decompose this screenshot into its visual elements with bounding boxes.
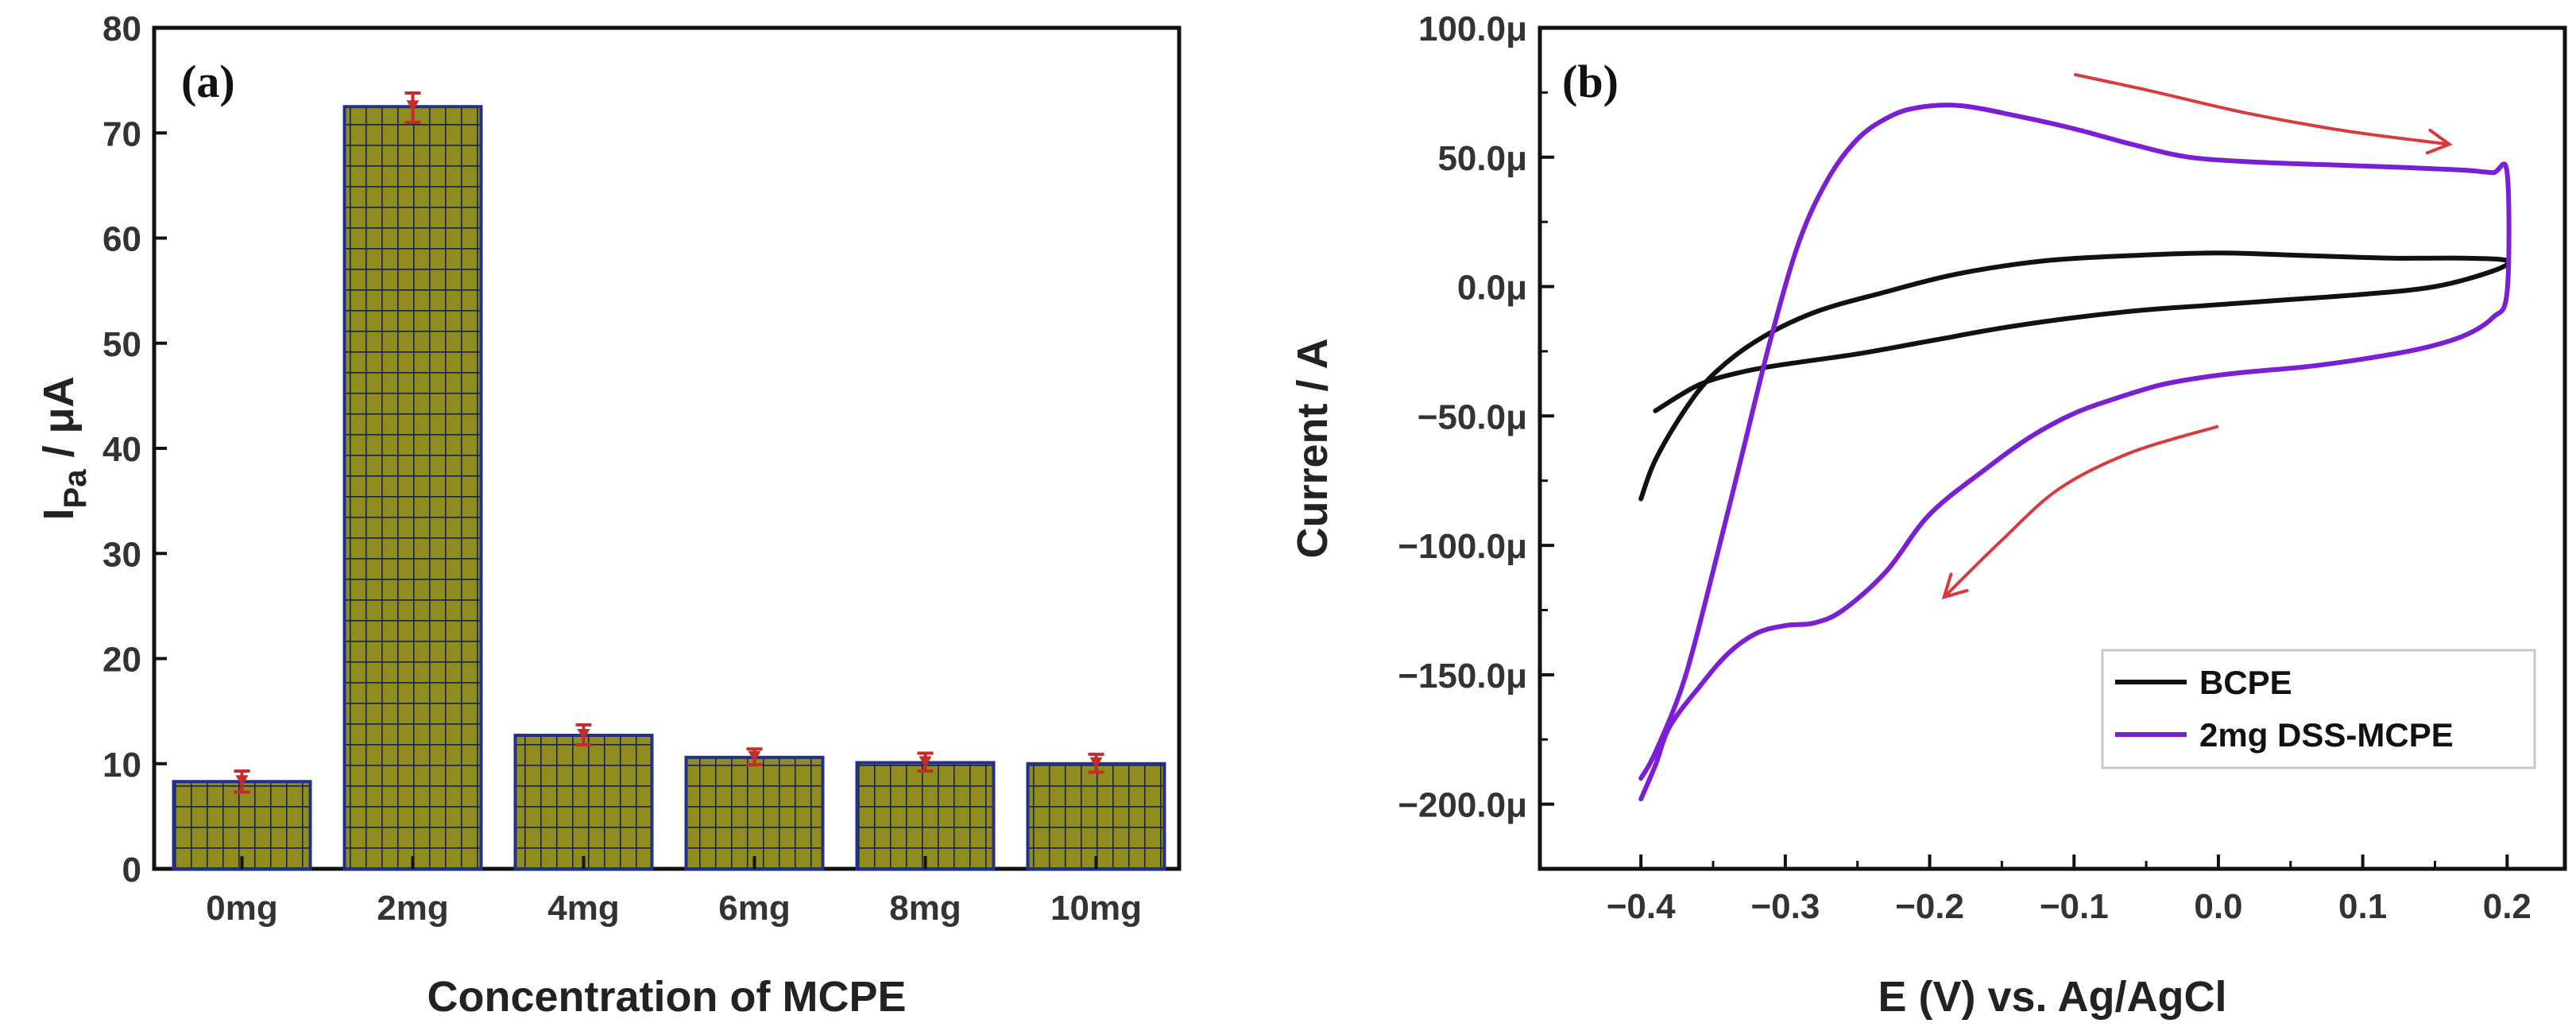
error-bar-8mg (917, 751, 934, 773)
x-tick-label: 0.1 (2338, 887, 2387, 926)
y-tick-label: 10 (102, 746, 141, 785)
scan-direction-arrows (1941, 72, 2453, 600)
y-tick-label: −50.0μ (1418, 397, 1527, 436)
panel-label-a: (a) (181, 56, 235, 107)
y-axis-title-b: Current / A (1289, 338, 1336, 558)
error-bar-4mg (575, 723, 592, 746)
line-chart-panel: −200.0μ −150.0μ −100.0μ −50.0μ 0.0μ 50.0μ 100.… (1289, 10, 2567, 1021)
legend-label-bcpe: BCPE (2199, 664, 2292, 701)
x-tick-label: 6mg (718, 889, 790, 928)
x-tick-label: 0mg (206, 889, 277, 928)
curve-bcpe (1638, 250, 2512, 502)
x-tick-label: 4mg (547, 889, 619, 928)
y-axis-title-main: I (35, 508, 83, 520)
y-tick-label: 0 (122, 851, 141, 890)
x-tick-label: −0.4 (1607, 887, 1676, 926)
x-axis-title-b: E (V) vs. Ag/AgCl (1878, 973, 2226, 1021)
y-axis-title-a: IPa / μA (35, 377, 93, 521)
y-tick-label: 50.0μ (1437, 139, 1527, 178)
y-tick-label: −100.0μ (1398, 527, 1527, 566)
forward-scan-arrow (2073, 72, 2453, 155)
cv-curves (1638, 103, 2512, 802)
reverse-scan-arrow (1941, 424, 2219, 600)
x-tick-label: 10mg (1050, 889, 1142, 928)
y-axis-ticks-a: 0 10 20 30 40 50 60 70 80 (102, 10, 167, 890)
bar-10mg (1026, 762, 1166, 870)
y-axis-ticks-b: −200.0μ −150.0μ −100.0μ −50.0μ 0.0μ 50.0μ 100.… (1398, 10, 1554, 825)
plot-frame-b (1537, 25, 2567, 871)
bar-8mg (855, 761, 996, 870)
x-axis-ticks-b: −0.4 −0.3 −0.2 −0.1 0.0 0.1 0.2 (1607, 855, 2532, 926)
x-axis-title-a: Concentration of MCPE (427, 973, 907, 1021)
x-tick-label: 0.2 (2483, 887, 2532, 926)
bar-series (172, 105, 1166, 870)
bar-chart-panel: 0 10 20 30 40 50 60 70 80 0mg 2mg 4mg 6mg 8mg 10mg (a… (35, 10, 1182, 1021)
error-bar-10mg (1088, 752, 1104, 774)
bar-4mg (513, 734, 654, 870)
plot-frame-a (152, 25, 1182, 871)
x-tick-label: −0.2 (1895, 887, 1964, 926)
y-axis-title-subscript: Pa (58, 469, 93, 509)
legend-label-dss-mcpe: 2mg DSS-MCPE (2199, 716, 2454, 754)
x-tick-label: 2mg (377, 889, 448, 928)
y-tick-label: 80 (102, 10, 141, 48)
y-axis-title-unit: / μA (35, 377, 83, 470)
x-tick-label: 0.0 (2194, 887, 2242, 926)
error-bar-2mg (404, 91, 421, 125)
legend-box (2101, 649, 2536, 769)
y-tick-label: 100.0μ (1418, 10, 1527, 48)
panel-label-b: (b) (1562, 56, 1619, 107)
bar-2mg (342, 105, 483, 870)
legend: BCPE 2mg DSS-MCPE (2101, 649, 2536, 769)
x-tick-label: −0.1 (2040, 887, 2109, 926)
bar-6mg (684, 755, 825, 870)
error-bar-0mg (234, 769, 250, 794)
y-tick-label: −200.0μ (1398, 786, 1527, 825)
y-tick-label: 40 (102, 430, 141, 469)
y-tick-label: 70 (102, 114, 141, 153)
y-tick-label: 50 (102, 325, 141, 364)
bar-0mg (172, 780, 312, 870)
error-bar-6mg (746, 747, 763, 767)
x-tick-label: −0.3 (1750, 887, 1820, 926)
x-axis-ticks-a: 0mg 2mg 4mg 6mg 8mg 10mg (206, 856, 1142, 928)
x-tick-label: 8mg (889, 889, 961, 928)
error-bars (234, 91, 1104, 794)
y-tick-label: 0.0μ (1457, 269, 1527, 308)
curve-2mg-dss-mcpe (1638, 103, 2512, 802)
y-tick-label: 20 (102, 641, 141, 680)
y-tick-label: −150.0μ (1398, 657, 1527, 696)
y-tick-label: 30 (102, 535, 141, 574)
y-tick-label: 60 (102, 220, 141, 259)
